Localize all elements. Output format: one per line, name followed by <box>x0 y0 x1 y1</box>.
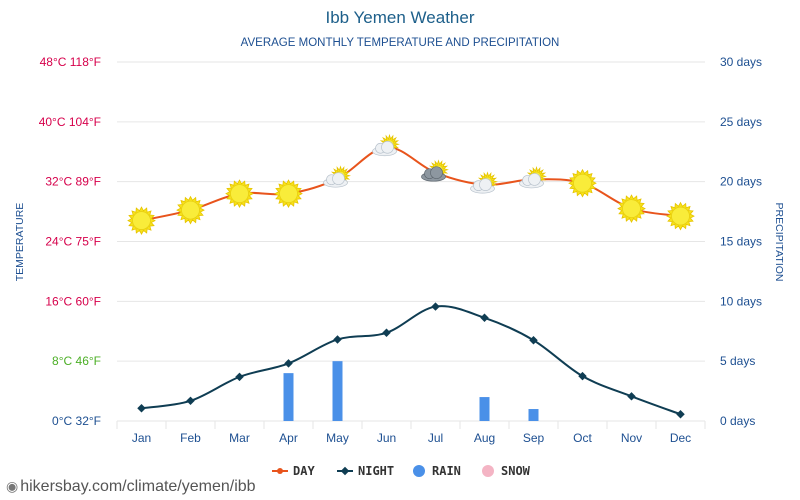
cloud-puff <box>528 173 541 186</box>
weather-icons <box>127 133 695 235</box>
right-tick-label: 30 days <box>720 55 762 69</box>
right-tick-label: 0 days <box>720 414 755 428</box>
month-label: Jan <box>132 431 151 445</box>
night-point <box>284 359 293 368</box>
legend: DAY NIGHT RAIN SNOW <box>272 464 531 478</box>
sun-disc <box>573 173 592 193</box>
legend-label: DAY <box>293 464 315 478</box>
left-tick-label: 32°C 89°F <box>45 175 101 189</box>
month-label: Apr <box>279 431 298 445</box>
night-point <box>333 335 342 344</box>
cloud-puff <box>430 166 443 180</box>
sun-disc <box>279 184 298 204</box>
chart-title: Ibb Yemen Weather <box>325 8 474 27</box>
month-label: May <box>326 431 349 445</box>
left-tick-label: 24°C 75°F <box>45 235 101 249</box>
night-point <box>627 392 636 401</box>
legend-swatch <box>482 465 494 477</box>
night-point <box>431 302 440 311</box>
right-axis-label: PRECIPITATION <box>773 203 785 282</box>
month-label: Jul <box>428 431 443 445</box>
night-point <box>235 372 244 382</box>
partly-cloudy-icon <box>372 133 400 157</box>
legend-label: RAIN <box>432 464 461 478</box>
left-tick-label: 48°C 118°F <box>40 55 101 69</box>
night-point <box>529 335 538 345</box>
legend-item-night: NIGHT <box>337 464 394 478</box>
right-tick-label: 5 days <box>720 354 755 368</box>
sun-icon <box>225 179 254 208</box>
legend-item-rain: RAIN <box>413 464 461 478</box>
month-label: Feb <box>180 431 201 445</box>
legend-marker <box>340 466 350 476</box>
month-label: Jun <box>377 431 396 445</box>
legend-item-snow: SNOW <box>482 464 531 478</box>
watermark[interactable]: ◉ hikersbay.com/climate/yemen/ibb <box>6 478 256 496</box>
sun-icon <box>568 168 597 198</box>
month-label: Mar <box>229 431 250 445</box>
month-label: Nov <box>621 431 642 445</box>
sun-icon <box>127 206 156 235</box>
cloud-puff <box>479 178 492 192</box>
right-tick-label: 15 days <box>720 235 762 249</box>
sun-disc <box>132 211 151 230</box>
location-pin-icon: ◉ <box>6 478 19 494</box>
partly-cloudy-icon <box>519 166 547 189</box>
day-series-line <box>141 146 681 222</box>
legend-label: SNOW <box>501 464 531 478</box>
legend-label: NIGHT <box>358 464 394 478</box>
sun-icon <box>176 195 205 225</box>
left-tick-label: 40°C 104°F <box>39 115 101 129</box>
rain-bar <box>479 397 490 421</box>
legend-marker <box>277 468 283 474</box>
sun-disc <box>671 206 690 226</box>
month-label: Aug <box>474 431 495 445</box>
cloudy-sun-icon <box>421 159 449 182</box>
left-tick-label: 8°C 46°F <box>52 354 101 368</box>
chart-subtitle: AVERAGE MONTHLY TEMPERATURE AND PRECIPIT… <box>241 37 560 49</box>
rain-bars <box>283 361 539 421</box>
rain-bar <box>283 373 294 421</box>
sun-disc <box>622 199 641 218</box>
cloud-puff <box>332 172 345 186</box>
series-lines <box>137 144 685 419</box>
rain-bar <box>528 409 539 421</box>
axis-labels: 0°C 32°F 8°C 46°F 16°C 60°F 24°C 75°F 32°C 8… <box>39 55 762 445</box>
right-tick-label: 25 days <box>720 115 762 129</box>
month-label: Sep <box>523 431 545 445</box>
sun-icon <box>274 179 303 208</box>
night-point <box>578 371 587 381</box>
cloud-puff <box>381 140 394 154</box>
grid-lines <box>116 61 706 429</box>
night-point <box>676 410 685 419</box>
partly-cloudy-icon <box>470 171 498 194</box>
sun-icon <box>617 194 646 223</box>
sun-disc <box>181 200 200 220</box>
night-point <box>382 328 391 337</box>
night-point <box>186 396 195 406</box>
night-point <box>480 313 489 323</box>
night-point <box>137 404 146 413</box>
legend-item-day: DAY <box>272 464 315 478</box>
left-tick-label: 0°C 32°F <box>52 414 101 428</box>
night-series-line <box>141 305 681 416</box>
left-tick-label: 16°C 60°F <box>45 294 101 308</box>
rain-bar <box>332 361 343 421</box>
sun-icon <box>666 201 695 231</box>
month-label: Dec <box>670 431 691 445</box>
month-label: Oct <box>573 431 592 445</box>
left-axis-label: TEMPERATURE <box>14 203 26 282</box>
legend-swatch <box>413 465 425 477</box>
partly-cloudy-icon <box>323 165 351 188</box>
sun-disc <box>230 184 249 204</box>
right-tick-label: 10 days <box>720 294 762 308</box>
right-tick-label: 20 days <box>720 175 762 189</box>
watermark-text: hikersbay.com/climate/yemen/ibb <box>20 478 256 495</box>
